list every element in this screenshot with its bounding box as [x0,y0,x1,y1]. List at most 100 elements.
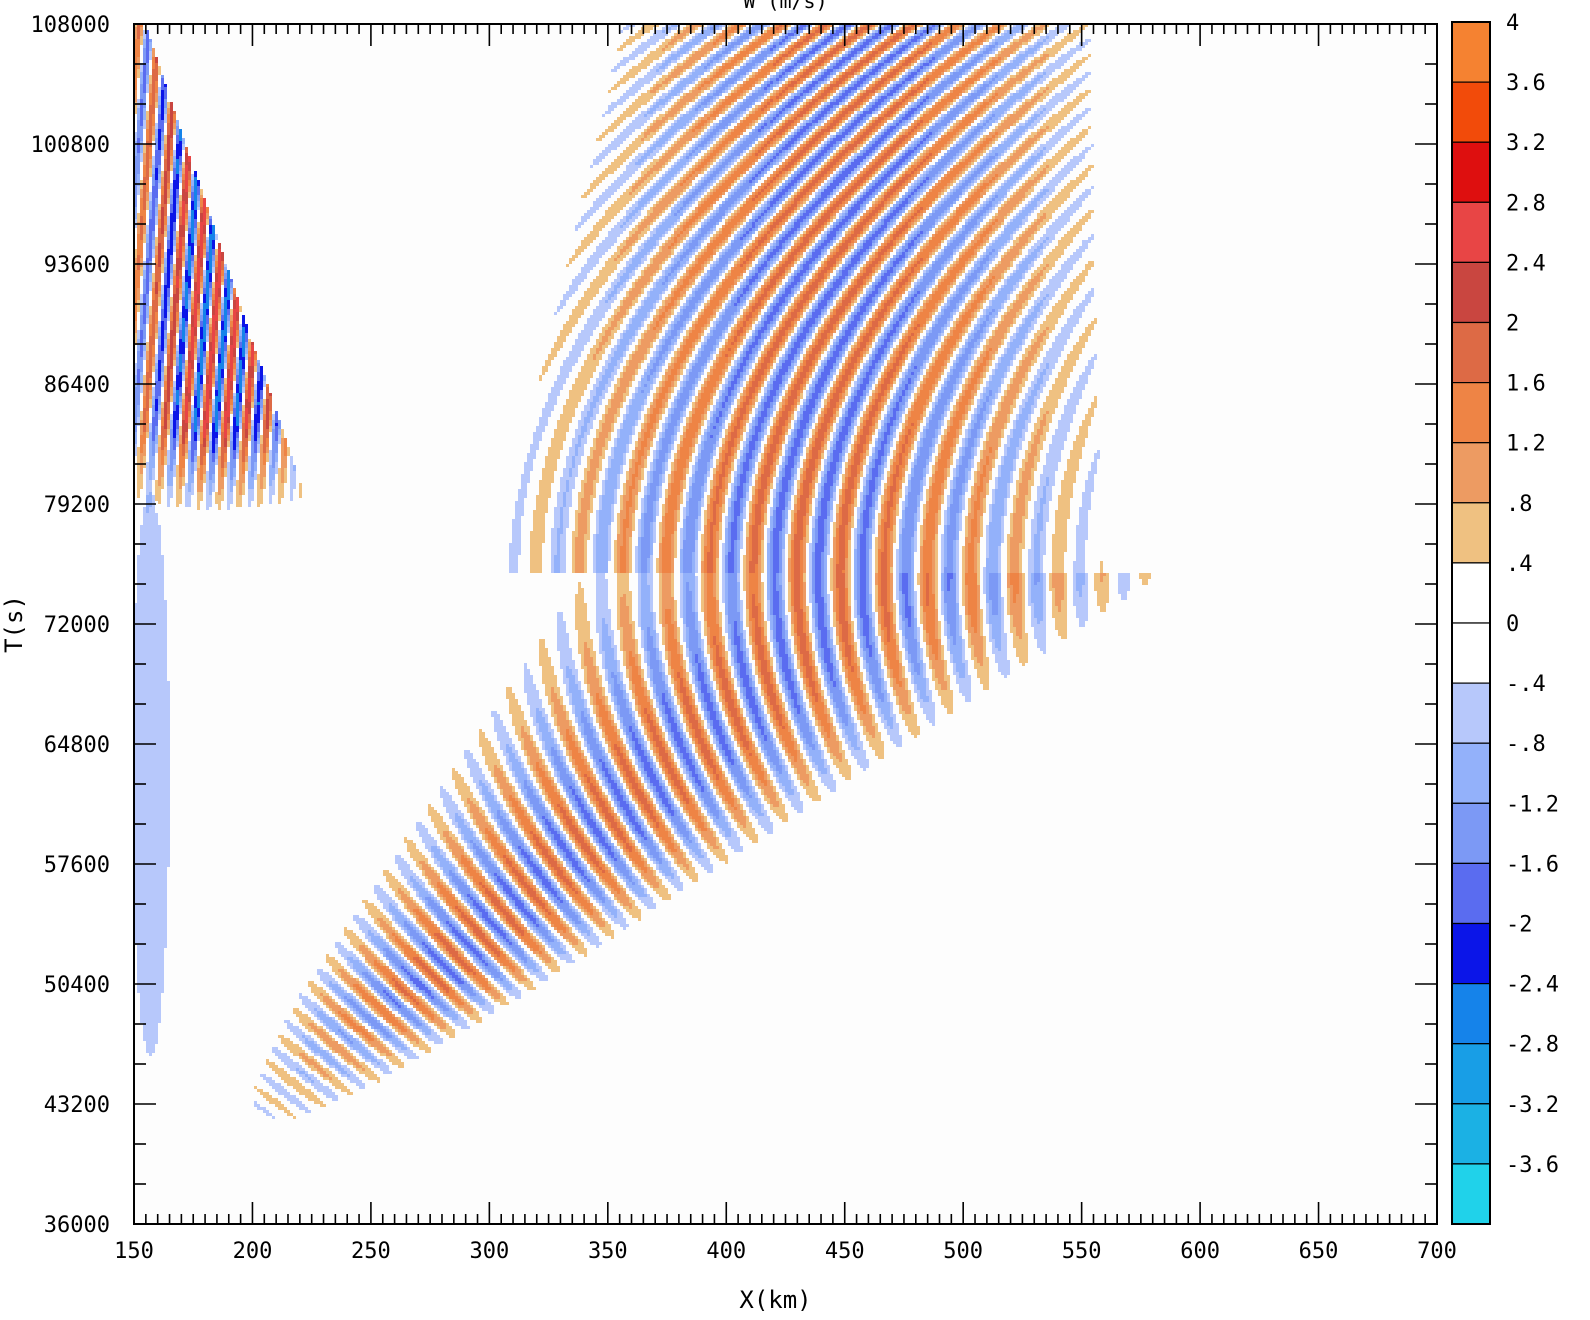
field-cell [839,102,842,105]
field-cell [983,120,986,123]
field-cell [788,30,791,33]
field-cell [725,102,728,105]
field-cell [938,54,941,57]
field-cell [812,30,815,33]
field-cell [872,99,875,102]
field-cell [938,132,941,135]
field-cell [815,33,818,36]
field-cell [866,75,869,78]
field-cell [842,132,845,135]
field-cell [929,75,932,78]
field-cell [854,120,857,123]
field-cell [698,87,701,90]
field-cell [1046,93,1049,96]
field-cell [788,87,791,90]
field-cell [668,78,671,81]
field-cell [728,114,731,117]
field-cell [140,78,143,81]
field-cell [1004,54,1007,57]
field-cell [731,129,734,132]
field-cell [770,78,773,81]
field-cell [707,27,710,30]
field-cell [158,135,161,138]
field-cell [719,105,722,108]
field-cell [704,33,707,36]
field-cell [641,102,644,105]
field-cell [683,132,686,135]
field-cell [869,33,872,36]
field-cell [887,129,890,132]
field-cell [731,81,734,84]
field-cell [629,126,632,129]
field-cell [626,42,629,45]
field-cell [659,99,662,102]
field-cell [134,138,137,141]
field-cell [821,108,824,111]
field-cell [1037,93,1040,96]
field-cell [815,102,818,105]
field-cell [677,66,680,69]
field-cell [845,126,848,129]
field-cell [695,90,698,93]
field-cell [650,126,653,129]
field-cell [812,63,815,66]
field-cell [755,54,758,57]
field-cell [824,57,827,60]
field-cell [1076,60,1079,63]
field-cell [1070,126,1073,129]
field-cell [941,57,944,60]
field-cell [1055,132,1058,135]
field-cell [761,75,764,78]
field-cell [830,69,833,72]
field-cell [965,60,968,63]
field-cell [1016,66,1019,69]
field-cell [986,105,989,108]
field-cell [719,51,722,54]
field-cell [1076,66,1079,69]
field-cell [767,63,770,66]
field-cell [998,108,1001,111]
field-cell [668,126,671,129]
field-cell [926,75,929,78]
field-cell [758,135,761,138]
field-cell [617,138,620,141]
field-cell [746,96,749,99]
field-cell [947,24,950,27]
field-cell [953,24,956,27]
field-cell [929,114,932,117]
field-cell [875,30,878,33]
field-cell [986,102,989,105]
field-cell [872,57,875,60]
field-cell [746,99,749,102]
field-cell [839,81,842,84]
field-cell [800,129,803,132]
field-cell [818,45,821,48]
field-cell [884,75,887,78]
field-cell [899,102,902,105]
field-cell [887,114,890,117]
field-cell [1037,60,1040,63]
field-cell [971,129,974,132]
field-cell [677,33,680,36]
field-cell [707,45,710,48]
field-cell [674,105,677,108]
field-cell [986,66,989,69]
field-cell [836,84,839,87]
field-cell [1019,57,1022,60]
field-cell [140,132,143,135]
field-cell [767,39,770,42]
field-cell [899,45,902,48]
field-cell [899,66,902,69]
field-cell [602,132,605,135]
field-cell [965,84,968,87]
field-cell [950,33,953,36]
field-cell [803,57,806,60]
field-cell [143,111,146,114]
field-cell [680,90,683,93]
field-cell [941,30,944,33]
field-cell [1079,78,1082,81]
field-cell [806,24,809,27]
field-cell [821,129,824,132]
field-cell [905,24,908,27]
